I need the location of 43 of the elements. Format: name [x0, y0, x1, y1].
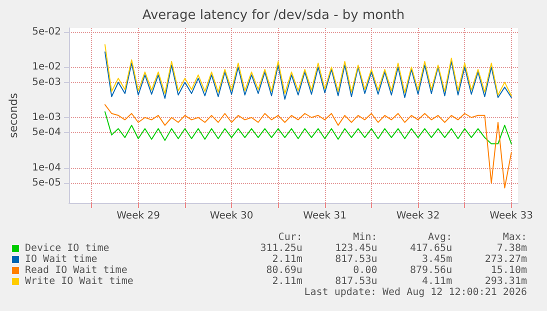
y-tick-label: 1e-04 [32, 162, 61, 174]
y-tick-label: 5e-02 [32, 26, 61, 38]
text: 4.11m [421, 276, 452, 287]
text: 80.69u [265, 265, 302, 276]
text: 3.45m [421, 254, 452, 265]
text: 817.53u [334, 254, 378, 265]
legend-label: IO Wait time [24, 254, 98, 265]
y-tick-label: 5e-03 [32, 76, 61, 88]
line-series [104, 52, 512, 100]
line-series [104, 111, 512, 144]
text: Cur: [277, 232, 302, 243]
text: Avg: [427, 232, 452, 243]
y-tick-label: 5e-04 [32, 127, 61, 138]
legend-label: Device IO time [24, 243, 110, 254]
text: 417.65u [408, 243, 452, 254]
chart-title: Average latency for /dev/sda - by month [142, 8, 405, 23]
x-tick-label: Week 31 [303, 210, 346, 222]
text: 817.53u [334, 276, 378, 287]
text: 15.10m [490, 265, 527, 276]
x-tick-label: Week 29 [116, 210, 160, 222]
text: 293.31m [484, 276, 527, 287]
text: 123.45u [334, 243, 378, 254]
text: 311.25u [259, 243, 302, 254]
text: Max: [502, 232, 527, 243]
line-series [104, 44, 512, 96]
text: 0.00 [352, 265, 378, 276]
legend-label: Write IO Wait time [24, 276, 134, 287]
text: 879.56u [408, 265, 452, 276]
text: Last update: Wed Aug 12 12:00:21 2026 [303, 287, 527, 299]
y-tick-label: 1e-02 [32, 62, 61, 73]
y-axis-title: seconds [7, 92, 20, 138]
text: Min: [352, 232, 378, 243]
x-tick-label: Week 33 [490, 210, 533, 222]
x-tick-label: Week 32 [396, 210, 440, 222]
line-series [104, 104, 512, 188]
text: 2.11m [271, 276, 302, 287]
text: 2.11m [271, 254, 302, 265]
y-tick-label: 5e-05 [32, 177, 61, 188]
y-tick-label: 1e-03 [32, 112, 61, 123]
x-tick-label: Week 30 [210, 210, 254, 222]
text: 7.38m [496, 243, 527, 254]
text: 273.27m [484, 254, 527, 265]
legend-label: Read IO Wait time [24, 265, 128, 276]
